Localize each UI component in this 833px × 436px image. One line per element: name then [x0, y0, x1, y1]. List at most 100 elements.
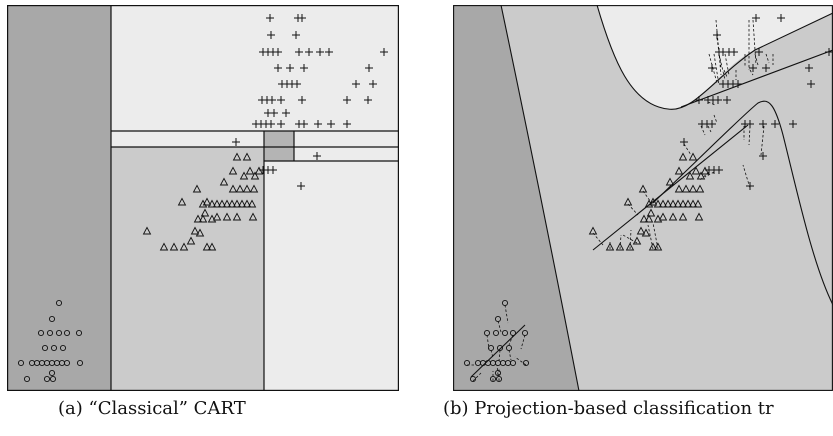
- plus-marker: [325, 48, 333, 56]
- triangle-marker: [663, 199, 673, 208]
- plus-marker: [300, 120, 308, 128]
- projection-dash: [647, 224, 654, 250]
- plus-marker: [777, 14, 785, 22]
- triangle-marker: [588, 226, 598, 235]
- triangle-marker: [179, 242, 189, 251]
- plus-marker: [708, 64, 716, 72]
- projection-dash: [765, 53, 770, 64]
- triangle-marker: [212, 212, 222, 221]
- triangle-marker: [202, 242, 212, 251]
- plus-marker: [713, 31, 721, 39]
- projection-dash: [707, 125, 712, 133]
- plus-marker: [708, 120, 716, 128]
- region-plus-top: [111, 5, 399, 131]
- plus-marker: [267, 31, 275, 39]
- caption-b: (b) Projection-based classification tr: [443, 398, 774, 419]
- circle-marker: [55, 329, 63, 337]
- triangle-marker: [668, 199, 678, 208]
- triangle-marker: [648, 242, 658, 251]
- projection-dash: [723, 69, 728, 78]
- triangle-marker: [228, 166, 238, 175]
- triangle-marker: [186, 236, 196, 245]
- plus-marker: [771, 120, 779, 128]
- triangle-marker: [242, 152, 252, 161]
- triangle-marker: [632, 236, 642, 245]
- circle-marker: [463, 359, 471, 367]
- triangle-marker: [688, 199, 698, 208]
- circle-marker: [522, 359, 530, 367]
- projection-dash: [713, 114, 718, 124]
- triangle-marker: [688, 184, 698, 193]
- plus-marker: [313, 152, 321, 160]
- panel-classical-cart: [7, 5, 399, 391]
- circle-marker: [43, 375, 51, 383]
- panel-projection-tree: [453, 5, 833, 391]
- plus-marker: [314, 120, 322, 128]
- triangle-marker: [636, 226, 646, 235]
- circle-marker: [494, 369, 502, 377]
- plus-marker: [734, 80, 742, 88]
- triangle-marker: [648, 197, 658, 206]
- plus-marker: [825, 48, 833, 56]
- region-circle-class: [7, 5, 111, 391]
- triangle-marker: [232, 199, 242, 208]
- circle-marker: [63, 329, 71, 337]
- triangle-marker: [245, 166, 255, 175]
- triangle-marker: [207, 214, 217, 223]
- triangle-marker: [227, 199, 237, 208]
- plus-marker: [327, 120, 335, 128]
- plus-marker: [282, 109, 290, 117]
- triangle-marker: [237, 199, 247, 208]
- projection-dash: [760, 125, 765, 156]
- circle-marker: [469, 375, 477, 383]
- projection-dash: [707, 101, 716, 106]
- plus-marker: [746, 182, 754, 190]
- region-small-split: [264, 131, 294, 161]
- triangle-marker: [249, 184, 259, 193]
- plus-marker: [714, 96, 722, 104]
- projection-dash: [754, 53, 759, 66]
- triangle-marker: [232, 152, 242, 161]
- projection-dash: [504, 304, 509, 324]
- plus-marker: [365, 64, 373, 72]
- triangle-marker: [665, 177, 675, 186]
- split-lines: [7, 5, 399, 391]
- circle-marker: [501, 299, 509, 307]
- circle-marker: [17, 359, 25, 367]
- plus-marker: [723, 96, 731, 104]
- circle-marker: [75, 329, 83, 337]
- triangle-marker: [177, 197, 187, 206]
- triangle-marker: [638, 184, 648, 193]
- region-plus-bottom-right: [264, 147, 399, 391]
- triangle-marker: [674, 166, 684, 175]
- triangle-marker: [623, 197, 633, 206]
- plus-marker: [715, 166, 723, 174]
- triangle-marker: [242, 199, 252, 208]
- triangle-marker: [193, 214, 203, 223]
- triangle-marker: [195, 228, 205, 237]
- triangle-marker: [653, 242, 663, 251]
- triangle-marker: [691, 166, 701, 175]
- triangle-marker: [658, 199, 668, 208]
- plus-marker: [746, 120, 754, 128]
- triangle-marker: [668, 212, 678, 221]
- circle-marker: [63, 359, 71, 367]
- plus-marker: [749, 64, 757, 72]
- triangle-marker: [207, 199, 217, 208]
- circle-marker: [55, 299, 63, 307]
- projection-dash: [742, 164, 751, 189]
- plus-marker: [807, 80, 815, 88]
- projection-dash: [514, 356, 527, 366]
- plus-marker: [286, 64, 294, 72]
- circle-marker: [48, 315, 56, 323]
- plus-marker: [297, 182, 305, 190]
- circle-marker: [505, 344, 513, 352]
- projection-dash: [490, 349, 494, 359]
- plus-marker: [274, 48, 282, 56]
- plus-marker: [300, 64, 308, 72]
- projection-dash: [486, 334, 490, 350]
- plus-marker: [274, 64, 282, 72]
- triangle-marker: [198, 214, 208, 223]
- triangle-marker: [653, 199, 663, 208]
- plus-marker: [789, 120, 797, 128]
